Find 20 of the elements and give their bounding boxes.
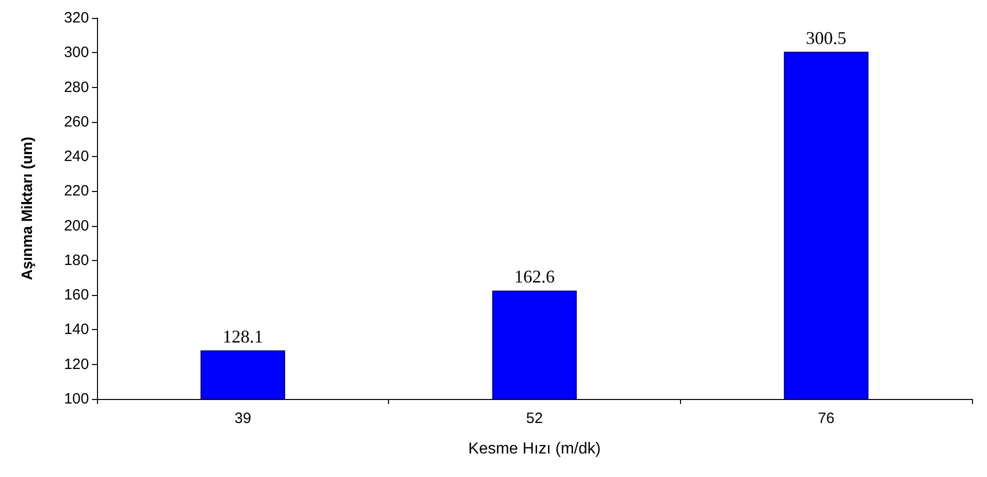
y-tick-label: 220 [64, 182, 89, 200]
y-tick-label: 200 [64, 217, 89, 234]
y-tick-label: 300 [64, 44, 89, 62]
y-tick-label: 180 [64, 252, 89, 269]
data-label: 162.6 [514, 266, 555, 287]
data-label: 300.5 [806, 28, 846, 48]
y-axis-title: Aşınma Miktarı (um) [19, 136, 36, 280]
x-axis-title: Kesme Hızı (m/dk) [468, 440, 601, 458]
data-label: 128.1 [222, 326, 264, 346]
y-tick-label: 160 [64, 286, 89, 304]
y-tick-label: 320 [64, 10, 89, 26]
x-tick-label: 52 [526, 410, 543, 427]
y-tick-label: 140 [64, 321, 89, 338]
y-tick-label: 240 [64, 148, 89, 166]
y-tick-label: 100 [64, 390, 89, 408]
y-tick-label: 120 [64, 356, 89, 373]
y-tick-label: 260 [64, 113, 89, 130]
y-tick-label: 280 [64, 78, 89, 96]
x-tick-label: 76 [818, 410, 835, 427]
x-tick-label: 39 [234, 410, 252, 427]
